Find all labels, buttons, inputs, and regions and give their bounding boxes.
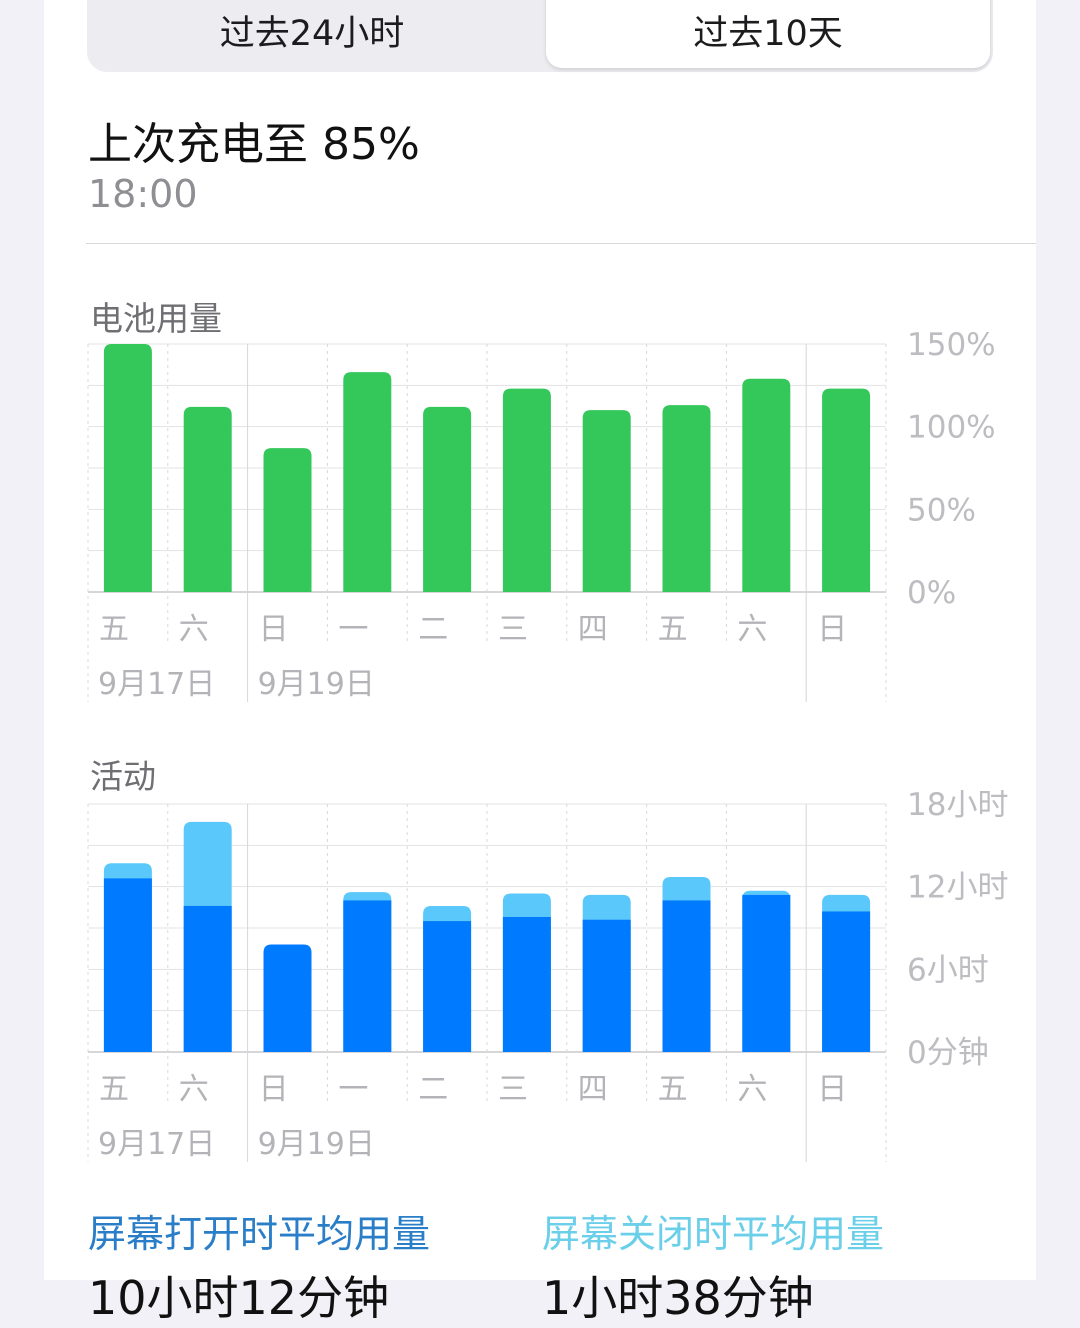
battery-bar bbox=[582, 410, 631, 592]
x-tick-label: 六 bbox=[737, 612, 767, 647]
x-tick-label: 日 bbox=[259, 612, 289, 647]
screen-on-bar bbox=[343, 900, 392, 1052]
tab-past-24-hours[interactable]: 过去24小时 bbox=[219, 13, 405, 54]
screen-on-bar bbox=[263, 944, 312, 1052]
y-tick-label: 150% bbox=[907, 330, 996, 363]
time-range-segmented-control: 过去24小时 过去10天 bbox=[87, 0, 993, 72]
battery-bar bbox=[662, 405, 711, 592]
x-tick-label: 五 bbox=[658, 1072, 688, 1107]
last-charge-time: 18:00 bbox=[88, 172, 198, 216]
screen-on-average-value: 10小时12分钟 bbox=[88, 1271, 390, 1325]
screen-off-average-value: 1小时38分钟 bbox=[542, 1271, 814, 1325]
battery-bar bbox=[502, 388, 551, 592]
battery-bar bbox=[742, 378, 791, 592]
screen-on-average-label: 屏幕打开时平均用量 bbox=[88, 1212, 431, 1256]
screen-on-bar bbox=[423, 921, 472, 1052]
screen-on-bar bbox=[582, 919, 631, 1052]
screen-on-bar bbox=[822, 911, 871, 1052]
x-tick-label: 五 bbox=[99, 1072, 129, 1107]
battery-bar bbox=[822, 388, 871, 592]
x-tick-label: 日 bbox=[817, 1072, 847, 1107]
x-tick-label: 四 bbox=[578, 612, 608, 647]
battery-bar bbox=[343, 372, 392, 592]
y-tick-label: 50% bbox=[907, 492, 976, 528]
battery-panel bbox=[44, 0, 1036, 1280]
screen-off-average-label: 屏幕关闭时平均用量 bbox=[542, 1212, 885, 1256]
x-tick-label: 三 bbox=[498, 1072, 528, 1107]
x-tick-label: 日 bbox=[259, 1072, 289, 1107]
x-tick-label: 六 bbox=[179, 1072, 209, 1107]
x-tick-label: 五 bbox=[658, 612, 688, 647]
y-tick-label: 100% bbox=[907, 410, 996, 446]
x-tick-label: 三 bbox=[498, 612, 528, 647]
x-tick-label: 一 bbox=[338, 1072, 368, 1107]
y-tick-label: 6小时 bbox=[907, 952, 989, 988]
x-tick-label: 六 bbox=[179, 612, 209, 647]
screen-on-bar bbox=[183, 905, 232, 1052]
x-tick-label: 二 bbox=[418, 1072, 448, 1107]
screen-on-bar bbox=[502, 916, 551, 1052]
battery-bar bbox=[263, 448, 312, 592]
date-label: 9月19日 bbox=[258, 667, 375, 702]
x-tick-label: 六 bbox=[737, 1072, 767, 1107]
screen-on-bar bbox=[103, 878, 152, 1052]
x-tick-label: 二 bbox=[418, 612, 448, 647]
x-tick-label: 一 bbox=[338, 612, 368, 647]
y-tick-label: 0分钟 bbox=[907, 1035, 989, 1071]
y-tick-label: 12小时 bbox=[907, 870, 1008, 906]
battery-bar bbox=[183, 406, 232, 592]
date-label: 9月17日 bbox=[98, 1127, 215, 1162]
date-label: 9月19日 bbox=[258, 1127, 375, 1162]
last-charge-title: 上次充电至 85% bbox=[88, 119, 420, 170]
battery-usage-chart: 0% 50% 100% 150% 五 六 日 一 二 三 四 五 六 日 9月17日 9月19日 bbox=[87, 330, 996, 702]
battery-usage-label: 电池用量 bbox=[90, 299, 222, 338]
tab-past-10-days[interactable]: 过去10天 bbox=[546, 0, 990, 68]
activity-label: 活动 bbox=[90, 757, 156, 796]
y-tick-label: 18小时 bbox=[907, 790, 1008, 823]
x-tick-label: 四 bbox=[578, 1072, 608, 1107]
date-label: 9月17日 bbox=[98, 667, 215, 702]
y-tick-label: 0% bbox=[907, 575, 956, 611]
screen-on-bar bbox=[662, 900, 711, 1052]
battery-bar bbox=[103, 344, 152, 592]
x-tick-label: 五 bbox=[99, 612, 129, 647]
battery-bar bbox=[423, 406, 472, 592]
x-tick-label: 日 bbox=[817, 612, 847, 647]
divider bbox=[86, 243, 1036, 244]
screen-on-bar bbox=[742, 894, 791, 1052]
